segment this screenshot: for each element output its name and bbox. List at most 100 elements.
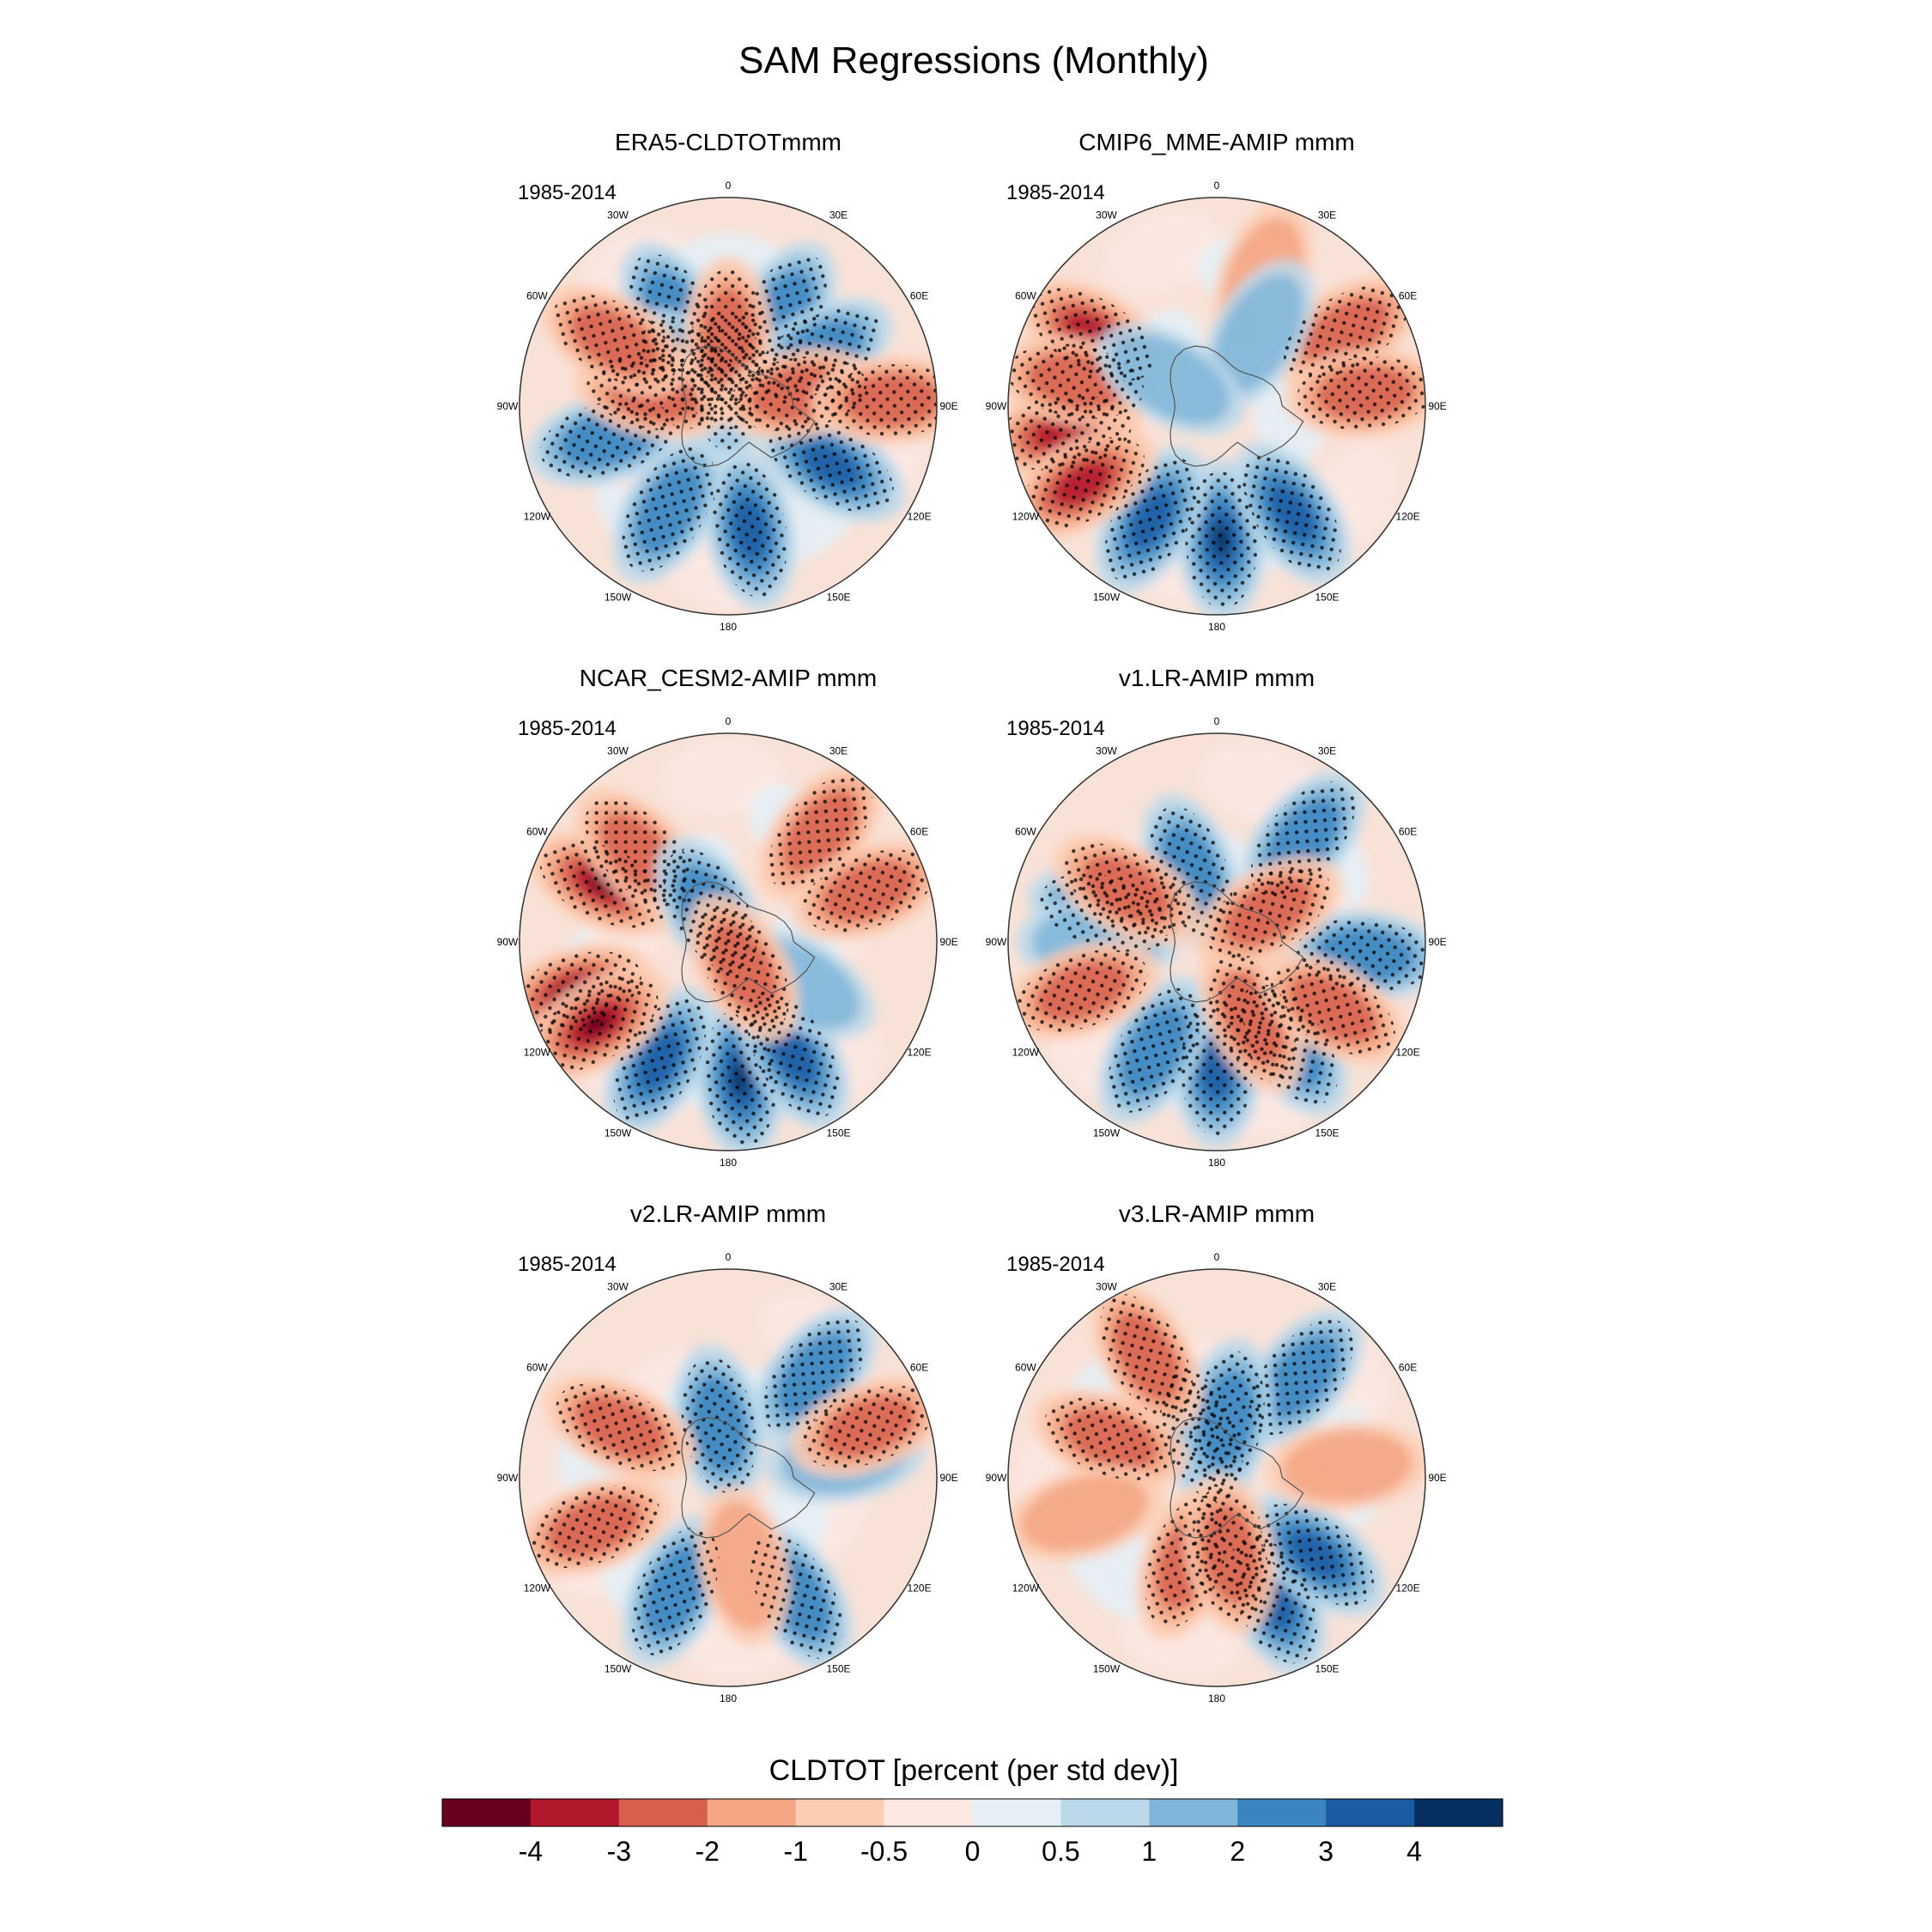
longitude-label: 150W: [1093, 1127, 1121, 1139]
longitude-label: 60E: [910, 1362, 928, 1374]
longitude-label: 120W: [524, 1047, 551, 1059]
map-border: [519, 732, 938, 1151]
significance-stipple: [1270, 963, 1395, 1056]
longitude-label: 150W: [605, 1127, 632, 1139]
longitude-label: 30W: [607, 1280, 629, 1292]
panels: 0 30E 60E 90E 120E 150E 180 150W 120W 90W 60W 30W ER…: [497, 129, 1447, 1704]
significance-stipple: [1249, 1320, 1353, 1435]
colorbar-tick-label: -2: [696, 1836, 720, 1867]
longitude-label: 90E: [1428, 1472, 1446, 1484]
longitude-label: 30E: [1318, 209, 1336, 221]
colorbar-swatch: [1326, 1799, 1415, 1826]
antarctica-coastline: [681, 881, 816, 1003]
longitude-label: 180: [1208, 1692, 1225, 1704]
colorbar-tick-label: 2: [1230, 1836, 1245, 1867]
longitude-label: 120W: [524, 1583, 551, 1595]
significance-stipple: [712, 461, 787, 598]
longitude-label: 60W: [1015, 1362, 1036, 1374]
anomaly-field: [527, 226, 937, 611]
colorbar-tick-label: -1: [783, 1836, 807, 1867]
longitude-label: 180: [720, 1157, 737, 1169]
significance-stipple: [1104, 457, 1198, 582]
longitude-label: 30W: [1096, 744, 1117, 756]
significance-stipple: [750, 1534, 843, 1659]
panel-title: v3.LR-AMIP mmm: [1119, 1200, 1315, 1227]
longitude-label: 90E: [1428, 936, 1446, 948]
longitude-label: 30E: [1318, 744, 1336, 756]
colorbar-tick-label: -3: [607, 1836, 631, 1867]
longitude-label: 150E: [826, 1127, 850, 1139]
longitude-label: 60E: [910, 826, 928, 838]
longitude-label: 60W: [1015, 826, 1036, 838]
significance-stipple: [681, 1357, 756, 1493]
longitude-label: 120W: [1012, 1047, 1040, 1059]
panel-title: NCAR_CESM2-AMIP mmm: [580, 665, 877, 691]
significance-stipple: [535, 976, 659, 1072]
colorbar-swatch: [1237, 1799, 1327, 1826]
map-border: [1007, 1268, 1426, 1687]
longitude-label: 0: [726, 1251, 732, 1263]
significance-stipple: [527, 1485, 659, 1569]
longitude-label: 150W: [605, 1663, 632, 1675]
background-patch: [1105, 210, 1222, 293]
longitude-label: 180: [1208, 621, 1225, 633]
antarctica-coastline: [1170, 345, 1304, 467]
longitude-label: 0: [1214, 1251, 1220, 1263]
longitude-label: 30W: [607, 744, 629, 756]
longitude-label: 150W: [605, 592, 632, 604]
anomaly-positive: [1202, 259, 1315, 409]
longitude-label: 0: [726, 179, 732, 191]
longitude-label: 90W: [497, 1472, 519, 1484]
longitude-label: 90E: [939, 400, 957, 412]
significance-stipple: [1044, 1397, 1176, 1480]
panel-period: 1985-2014: [1006, 717, 1105, 740]
map-border: [519, 1268, 938, 1687]
anomaly-negative: [1266, 1421, 1425, 1512]
longitude-label: 30E: [1318, 1280, 1336, 1292]
panel-period: 1985-2014: [1006, 181, 1105, 204]
significance-stipple: [1100, 1294, 1194, 1419]
anomaly-negative: [1008, 1465, 1164, 1562]
panel-1: 0 30E 60E 90E 120E 150E 180 150W 120W 90W 60W 30W ER…: [497, 129, 958, 633]
longitude-label: 150E: [1315, 1127, 1339, 1139]
longitude-label: 150E: [1315, 592, 1339, 604]
longitude-label: 90W: [986, 936, 1007, 948]
significance-stipple: [1256, 1504, 1375, 1607]
longitude-label: 30W: [1096, 1280, 1117, 1292]
longitude-label: 150W: [1093, 1663, 1121, 1675]
significance-stipple: [1250, 781, 1356, 897]
longitude-label: 0: [1214, 179, 1220, 191]
significance-stipple: [1064, 843, 1189, 937]
colorbar-swatch: [1149, 1799, 1238, 1826]
longitude-label: 120E: [908, 1583, 932, 1595]
longitude-label: 60E: [910, 290, 928, 302]
longitude-label: 30E: [829, 1280, 848, 1292]
longitude-label: 150E: [826, 1663, 850, 1675]
longitude-label: 90W: [497, 400, 519, 412]
significance-stipple: [1206, 866, 1331, 959]
colorbar-tick-label: 0: [965, 1836, 981, 1867]
colorbar-swatch: [795, 1799, 885, 1826]
significance-stipple: [692, 269, 764, 407]
significance-stipple: [1016, 949, 1148, 1033]
panel-6: 0 30E 60E 90E 120E 150E 180 150W 120W 90W 60W 30W v3…: [986, 1200, 1447, 1704]
longitude-label: 60W: [1015, 290, 1036, 302]
panel-period: 1985-2014: [518, 1253, 617, 1276]
longitude-label: 180: [720, 1692, 737, 1704]
significance-stipple: [622, 447, 715, 572]
anomaly-field: [1008, 202, 1425, 615]
colorbar-swatch: [1414, 1799, 1504, 1826]
anomaly-field: [1008, 743, 1425, 1149]
longitude-label: 120W: [1012, 511, 1040, 523]
longitude-label: 150W: [1093, 592, 1121, 604]
significance-stipple: [1193, 1485, 1268, 1623]
panel-title: v2.LR-AMIP mmm: [630, 1200, 826, 1227]
anomaly-field: [519, 739, 937, 1151]
figure-title: SAM Regressions (Monthly): [738, 39, 1209, 82]
longitude-label: 90E: [1428, 400, 1446, 412]
longitude-label: 60E: [1399, 1362, 1417, 1374]
longitude-label: 90W: [497, 936, 519, 948]
colorbar-swatch: [530, 1799, 620, 1826]
longitude-label: 90W: [986, 1472, 1007, 1484]
